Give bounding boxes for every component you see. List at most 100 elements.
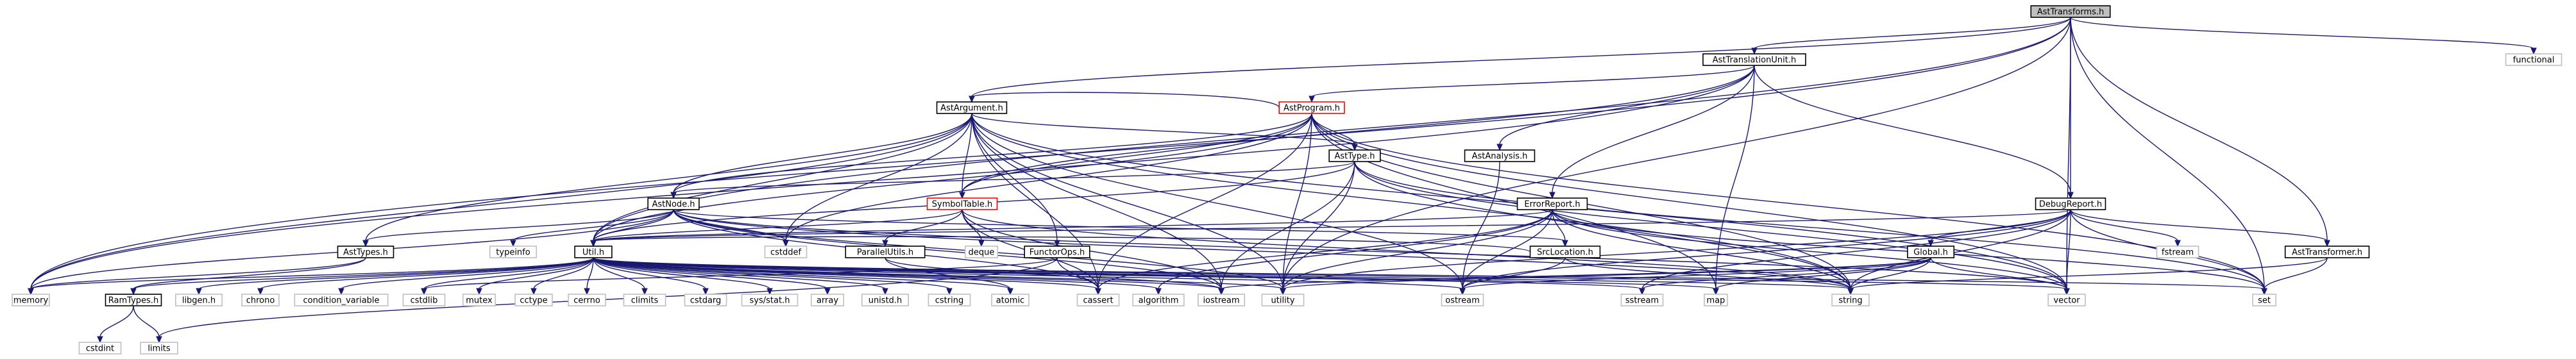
node-box xyxy=(174,294,223,306)
edge-util-h-to-utility xyxy=(593,257,1286,296)
node-box xyxy=(2035,197,2106,210)
node-symboltable-h[interactable]: SymbolTable.h xyxy=(926,197,998,210)
edge-util-h-to-vector xyxy=(593,257,2070,296)
edge-asttransforms-h-to-util-h xyxy=(590,17,2071,247)
node-box xyxy=(337,246,394,258)
edge-astprogram-h-to-utility xyxy=(1280,113,1312,296)
node-astprogram-h[interactable]: AstProgram.h xyxy=(1278,101,1345,114)
node-label: DebugReport.h xyxy=(2039,200,2102,210)
edge-asttransforms-h-to-asttransformer-h xyxy=(2070,17,2330,247)
node-sstream: sstream xyxy=(1620,294,1664,306)
edge-asttranslationunit-h-to-errorreport-h xyxy=(1549,65,1755,199)
node-box xyxy=(741,294,799,306)
edge-symboltable-h-to-iostream xyxy=(962,209,1224,296)
node-box xyxy=(928,294,971,306)
node-label: AstTransformer.h xyxy=(2292,248,2362,258)
node-box xyxy=(861,294,910,306)
node-label: cassert xyxy=(1083,296,1113,306)
node-ostream: ostream xyxy=(1441,294,1484,306)
node-label: atomic xyxy=(996,296,1024,306)
node-box xyxy=(105,294,162,306)
edge-util-h-to-unistd-h xyxy=(593,257,888,296)
edge-astargument-h-to-symboltable-h xyxy=(959,113,972,199)
node-label: condition_variable xyxy=(303,296,379,306)
node-box xyxy=(489,246,537,258)
node-box xyxy=(1261,294,1305,306)
node-box xyxy=(647,197,700,210)
edge-asttranslationunit-h-to-astprogram-h xyxy=(1309,65,1755,103)
node-box xyxy=(1702,53,1806,66)
edge-astprogram-h-to-cstddef xyxy=(783,113,1312,247)
node-box xyxy=(623,294,666,306)
node-debugreport-h[interactable]: DebugReport.h xyxy=(2035,197,2106,210)
node-box xyxy=(140,342,178,355)
node-box xyxy=(1464,149,1536,162)
edge-asttransformer-h-to-set xyxy=(2261,257,2328,296)
node-astanalysis-h[interactable]: AstAnalysis.h xyxy=(1464,149,1536,162)
node-chrono: chrono xyxy=(241,294,280,306)
node-cstdarg: cstdarg xyxy=(684,294,727,306)
node-box xyxy=(2252,294,2276,306)
edge-asttranslationunit-h-to-astanalysis-h xyxy=(1496,65,1755,151)
node-astargument-h[interactable]: AstArgument.h xyxy=(936,101,1008,114)
node-box xyxy=(1278,101,1345,114)
node-asttransforms-h[interactable]: AstTransforms.h xyxy=(2030,5,2111,18)
edge-util-h-to-mutex xyxy=(476,257,594,296)
node-unistd-h: unistd.h xyxy=(861,294,910,306)
node-label: cstdint xyxy=(86,344,114,354)
node-util-h[interactable]: Util.h xyxy=(574,246,613,258)
edge-util-h-to-climits xyxy=(593,257,648,296)
edge-util-h-to-ostream xyxy=(593,257,1466,296)
edge-asttranslationunit-h-to-debugreport-h xyxy=(1754,65,2074,199)
node-label: AstNode.h xyxy=(652,200,695,210)
node-box xyxy=(1328,149,1381,162)
edge-util-h-to-chrono xyxy=(257,257,594,296)
node-box xyxy=(568,294,606,306)
edge-astargument-h-to-astnode-h xyxy=(670,113,972,199)
node-label: map xyxy=(1707,296,1725,306)
edge-util-h-to-cstdarg xyxy=(593,257,709,296)
node-functorops-h[interactable]: FunctorOps.h xyxy=(1024,246,1090,258)
node-label: fstream xyxy=(2162,248,2194,258)
node-memory: memory xyxy=(12,294,50,306)
edge-asttype-h-to-astnode-h xyxy=(670,161,1355,199)
node-iostream: iostream xyxy=(1198,294,1246,306)
node-condition-variable: condition_variable xyxy=(294,294,389,306)
node-srclocation-h[interactable]: SrcLocation.h xyxy=(1529,246,1601,258)
edge-util-h-to-array xyxy=(593,257,831,296)
node-label: AstTranslationUnit.h xyxy=(1713,56,1796,65)
node-parallelutils-h[interactable]: ParallelUtils.h xyxy=(845,246,926,258)
node-box xyxy=(2030,5,2111,18)
node-asttypes-h[interactable]: AstTypes.h xyxy=(337,246,394,258)
node-asttransformer-h[interactable]: AstTransformer.h xyxy=(2284,246,2370,258)
edge-symboltable-h-to-parallelutils-h xyxy=(882,209,963,247)
node-ramtypes-h[interactable]: RamTypes.h xyxy=(105,294,162,306)
edge-layer xyxy=(28,17,2537,344)
edge-astnode-h-to-asttypes-h xyxy=(362,209,674,247)
node-box xyxy=(2505,53,2563,66)
node-astnode-h[interactable]: AstNode.h xyxy=(647,197,700,210)
node-label: AstType.h xyxy=(1335,152,1375,162)
node-label: set xyxy=(2258,296,2271,306)
node-label: chrono xyxy=(246,296,275,306)
node-label: ErrorReport.h xyxy=(1524,200,1580,210)
node-label: cerrno xyxy=(573,296,600,306)
edge-asttransforms-h-to-vector xyxy=(2063,17,2071,296)
node-box xyxy=(936,101,1008,114)
node-label: ostream xyxy=(1445,296,1480,306)
node-box xyxy=(964,246,999,258)
node-fstream: fstream xyxy=(2156,246,2199,258)
node-label: Util.h xyxy=(582,248,604,258)
edge-ramtypes-h-to-cstdint xyxy=(97,305,134,344)
node-label: mutex xyxy=(466,296,493,306)
node-box xyxy=(514,294,553,306)
node-global-h[interactable]: Global.h xyxy=(1907,246,1955,258)
node-asttranslationunit-h[interactable]: AstTranslationUnit.h xyxy=(1702,53,1806,66)
node-map: map xyxy=(1704,294,1728,306)
node-label: ParallelUtils.h xyxy=(857,248,913,258)
node-asttype-h[interactable]: AstType.h xyxy=(1328,149,1381,162)
edge-errorreport-h-to-algorithm xyxy=(1155,209,1553,296)
edge-util-h-to-libgen-h xyxy=(196,257,594,296)
node-errorreport-h[interactable]: ErrorReport.h xyxy=(1516,197,1588,210)
node-string: string xyxy=(1831,294,1870,306)
